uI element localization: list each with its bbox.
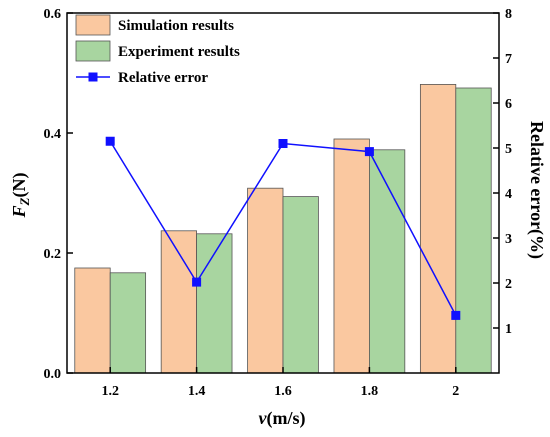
y-axis-left-title-sub: Z	[17, 197, 32, 206]
relative-error-marker-2	[451, 310, 461, 320]
y-right-tick-label: 2	[505, 277, 512, 292]
legend-swatch-experiment-results	[75, 40, 111, 62]
y-left-tick-label: 0.6	[44, 7, 62, 22]
bar-simulation-results-1.8	[333, 138, 370, 374]
x-tick-label: 1.8	[361, 384, 379, 399]
y-right-tick-label: 3	[505, 232, 512, 247]
bar-simulation-results-2	[419, 84, 457, 374]
y-right-tick-label: 5	[505, 142, 512, 157]
legend-marker-relative-error	[88, 72, 98, 82]
y-axis-left-title: FZ(N)	[9, 173, 32, 219]
bar-experiment-results-2	[455, 87, 492, 374]
x-axis-title-unit: (m/s)	[267, 408, 306, 429]
y-left-tick-label: 0.4	[44, 127, 62, 142]
legend-label-relative-error: Relative error	[118, 70, 208, 86]
y-left-tick-label: 0.2	[44, 247, 62, 262]
legend-label-simulation-results: Simulation results	[118, 18, 234, 34]
legend-swatch-simulation-results	[75, 14, 111, 36]
bars-layer	[74, 84, 492, 374]
y-axis-left-title-main: F	[9, 205, 29, 218]
error-line-layer	[105, 136, 461, 320]
y-axis-right-title: Relative error(%)	[526, 121, 547, 259]
ticks-layer: 0.0 0.2 0.4 0.6 1 2 3 4 5 6 7 8 1.2 1.4 1.6 1.8 2	[44, 7, 513, 399]
y-axis-left-title-unit: (N)	[9, 173, 30, 198]
relative-error-marker-1.6	[278, 139, 288, 148]
bar-experiment-results-1.6	[282, 196, 319, 374]
bar-experiment-results-1.2	[109, 272, 147, 374]
y-left-tick-label: 0.0	[44, 367, 62, 382]
relative-error-marker-1.8	[364, 147, 374, 157]
x-axis-title-main: v	[259, 408, 268, 428]
x-tick-label: 1.6	[274, 384, 292, 399]
y-right-tick-label: 4	[505, 187, 512, 202]
y-right-tick-label: 7	[505, 52, 512, 67]
y-right-tick-label: 1	[505, 322, 512, 337]
bar-simulation-results-1.6	[247, 187, 284, 374]
bar-experiment-results-1.4	[196, 233, 233, 374]
y-right-tick-label: 8	[505, 7, 512, 22]
x-axis-title: v(m/s)	[259, 408, 306, 429]
legend-label-experiment-results: Experiment results	[118, 44, 240, 60]
relative-error-marker-1.4	[192, 277, 202, 287]
legend: Simulation results Experiment results Rela…	[75, 14, 240, 86]
x-tick-label: 1.4	[188, 384, 206, 399]
bar-simulation-results-1.2	[74, 267, 111, 374]
relative-error-marker-1.2	[105, 136, 115, 146]
x-tick-label: 1.2	[101, 384, 119, 399]
bar-experiment-results-1.8	[368, 149, 406, 374]
y-right-tick-label: 6	[505, 97, 512, 112]
x-tick-label: 2	[452, 384, 459, 399]
